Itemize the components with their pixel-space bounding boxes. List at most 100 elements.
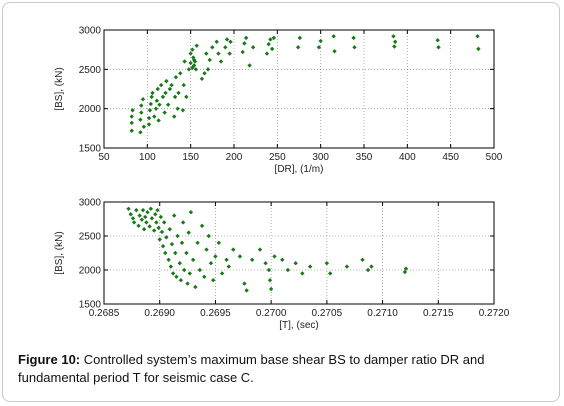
plot-area [103, 201, 495, 305]
data-point [365, 267, 371, 273]
data-point [157, 237, 162, 242]
data-point [223, 45, 228, 50]
data-point [178, 278, 184, 283]
x-axis-label: [DR], (1/m) [275, 164, 324, 175]
data-point [147, 108, 153, 113]
data-point [146, 122, 152, 127]
data-point [188, 51, 193, 56]
data-point [177, 261, 182, 266]
data-point [156, 225, 161, 231]
data-point [191, 55, 196, 60]
data-point [187, 271, 192, 276]
data-point [344, 264, 350, 269]
data-point [268, 37, 273, 42]
data-point [145, 210, 150, 215]
data-point [269, 46, 275, 52]
data-point [476, 46, 481, 52]
y-tick-label: 3000 [79, 198, 102, 209]
x-tick-label: 500 [486, 152, 503, 163]
scatter-chart-period: 0.2685 0.2690 0.2695 0.2700 0.2705 0.2710 0.27… [54, 198, 510, 332]
data-point [199, 223, 205, 228]
data-point [240, 49, 245, 55]
data-point [264, 51, 270, 56]
data-point [194, 43, 199, 48]
data-point [174, 274, 179, 279]
y-tick-label: 2500 [79, 65, 102, 76]
data-point [204, 51, 209, 56]
data-point [130, 108, 135, 113]
data-point [280, 257, 285, 262]
data-point [178, 71, 183, 76]
data-point [184, 250, 189, 256]
data-point [126, 206, 131, 211]
data-point [180, 108, 186, 113]
data-point [138, 117, 143, 122]
data-point [149, 216, 155, 221]
data-point [140, 97, 146, 102]
data-point [154, 98, 160, 103]
data-point [266, 267, 272, 273]
data-point [324, 261, 330, 266]
data-point [152, 114, 157, 119]
data-point [141, 227, 147, 232]
x-tick-label: 0.2685 [89, 308, 120, 319]
data-point [167, 86, 173, 92]
y-tick-label: 2500 [79, 232, 102, 243]
caption-label: Figure 10: [18, 352, 81, 367]
data-point [162, 110, 167, 115]
data-point [128, 212, 133, 217]
data-point [138, 130, 143, 135]
data-point [391, 34, 396, 39]
data-point [160, 244, 166, 249]
data-point [224, 257, 229, 262]
data-point [392, 44, 397, 49]
data-point [216, 240, 221, 245]
y-axis-label: [BS], (kN) [54, 231, 65, 274]
data-point [184, 94, 189, 100]
data-point [316, 45, 322, 50]
data-point [170, 271, 176, 276]
data-point [129, 128, 134, 133]
data-point [331, 34, 336, 39]
x-tick-label: 450 [442, 152, 459, 163]
data-point [169, 82, 174, 88]
data-point [250, 257, 255, 262]
data-point [140, 207, 146, 213]
data-point [173, 250, 178, 256]
data-point [153, 106, 159, 111]
data-point [146, 115, 152, 121]
data-point [188, 210, 194, 215]
data-point [263, 261, 268, 266]
data-point [297, 35, 303, 41]
data-point [164, 78, 169, 84]
data-point [188, 60, 193, 66]
data-point [318, 38, 323, 44]
data-point [307, 264, 313, 269]
x-tick-label: 0.2700 [256, 308, 287, 319]
data-point [226, 264, 231, 269]
data-point [360, 257, 365, 262]
data-point [328, 271, 333, 276]
data-point [199, 76, 205, 81]
data-point [435, 38, 440, 43]
data-point [157, 102, 162, 107]
data-point [247, 63, 252, 68]
data-point [224, 37, 230, 42]
data-point [231, 247, 236, 252]
data-point [268, 286, 274, 292]
data-point [207, 57, 212, 63]
data-point [136, 223, 141, 228]
data-point [219, 271, 225, 276]
y-tick-label: 3000 [79, 26, 102, 37]
data-point [267, 278, 273, 283]
data-point [190, 47, 195, 52]
x-tick-label: 0.2720 [479, 308, 510, 319]
data-point [242, 281, 247, 286]
data-point [182, 59, 187, 64]
data-point [293, 261, 298, 266]
data-point [150, 90, 155, 96]
data-point [202, 274, 207, 279]
x-tick-label: 300 [312, 152, 329, 163]
data-point [228, 39, 233, 44]
